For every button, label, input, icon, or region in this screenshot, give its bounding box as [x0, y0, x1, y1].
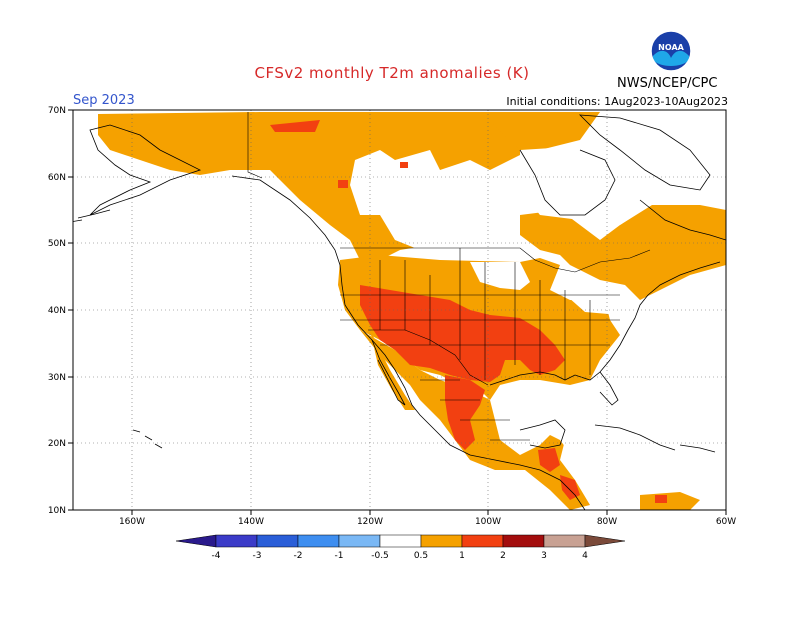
lat-label: 70N [48, 106, 66, 116]
anomaly-red-layer [270, 120, 667, 503]
lat-label: 30N [48, 373, 66, 383]
caribbean-red-patch [655, 495, 667, 503]
eastern-canada-anomaly [520, 205, 726, 300]
canada-red-patch [338, 180, 348, 188]
political-borders [247, 112, 651, 441]
northeast-neutral [560, 290, 640, 315]
gulf-neutral [500, 385, 660, 470]
colorbar-bin [215, 534, 258, 548]
longitude-labels: 160W 140W 120W 100W 80W 60W [119, 517, 736, 527]
colorbar-label: 1 [459, 551, 465, 561]
hispaniola [679, 444, 716, 453]
colorbar-bin [379, 534, 422, 548]
colorbar-bin [297, 534, 340, 548]
lat-label: 20N [48, 439, 66, 449]
lat-label: 10N [48, 506, 66, 516]
lat-label: 60N [48, 173, 66, 183]
colorbar-label: 0.5 [414, 551, 428, 561]
guatemala-anomaly [538, 448, 560, 472]
colorbar-bin [461, 534, 504, 548]
colorbar-label: 4 [582, 551, 588, 561]
lon-label: 120W [357, 517, 383, 527]
initial-conditions: Initial conditions: 1Aug2023-10Aug2023 [506, 95, 728, 108]
lon-label: 60W [716, 517, 736, 527]
colorbar-label: -4 [212, 551, 221, 561]
colorbar-label: -3 [253, 551, 262, 561]
canada-neutral [380, 215, 480, 255]
colorbar-bin [338, 534, 381, 548]
lon-label: 100W [475, 517, 501, 527]
central-mexico-anomaly [445, 375, 485, 450]
alaska-coast [89, 124, 202, 216]
central-america-anomaly [560, 475, 580, 500]
tick-marks [68, 109, 727, 515]
lat-label: 50N [48, 239, 66, 249]
west-coast [231, 175, 586, 510]
svg-text:NOAA: NOAA [658, 43, 684, 52]
us-mexico-border [368, 329, 489, 386]
us-canada-border [340, 247, 651, 273]
labrador-coast [639, 199, 726, 241]
alaska-red-patch [270, 120, 320, 132]
map-title: CFSv2 monthly T2m anomalies (K) [254, 64, 530, 82]
lon-label: 160W [119, 517, 145, 527]
mexico-state-lines [420, 379, 530, 441]
florida-coast [599, 371, 619, 406]
colorbar-label: -1 [335, 551, 344, 561]
alaska-canada-border [247, 112, 263, 179]
lon-label: 140W [238, 517, 264, 527]
colorbar-label: -0.5 [371, 551, 389, 561]
lon-label: 80W [597, 517, 617, 527]
colorbar: -4 -3 -2 -1 -0.5 0.5 1 2 3 4 [175, 534, 626, 561]
colorbar-bin [256, 534, 299, 548]
gridlines [73, 110, 726, 510]
colorbar-high-arrow [584, 534, 626, 548]
colorbar-bin [502, 534, 545, 548]
yucatan-coast [519, 419, 566, 449]
aleutian-islands [73, 209, 111, 222]
colorbar-bin [543, 534, 586, 548]
baja-coast [371, 339, 406, 406]
canada-red-patch-2 [400, 162, 408, 168]
hudson-neutral [520, 145, 660, 225]
forecast-month: Sep 2023 [73, 93, 135, 108]
hawaii [132, 429, 163, 449]
organization-label: NWS/NCEP/CPC [617, 76, 718, 91]
arctic-islands [578, 114, 711, 191]
colorbar-label: 3 [541, 551, 547, 561]
colorbar-label: -2 [294, 551, 303, 561]
latitude-labels: 70N 60N 50N 40N 30N 20N 10N [48, 106, 66, 516]
coastlines [73, 114, 726, 510]
cuba [594, 424, 676, 451]
colorbar-low-arrow [175, 534, 217, 548]
noaa-logo-icon: NOAA [650, 30, 692, 72]
southwest-us-anomaly [360, 285, 565, 382]
colorbar-bin [420, 534, 463, 548]
colorbar-label: 2 [500, 551, 506, 561]
lat-label: 40N [48, 306, 66, 316]
anomaly-fill [98, 112, 726, 510]
hudson-bay [519, 149, 616, 216]
neutral-layer [380, 145, 660, 470]
hudson-region-anomaly [480, 112, 600, 150]
